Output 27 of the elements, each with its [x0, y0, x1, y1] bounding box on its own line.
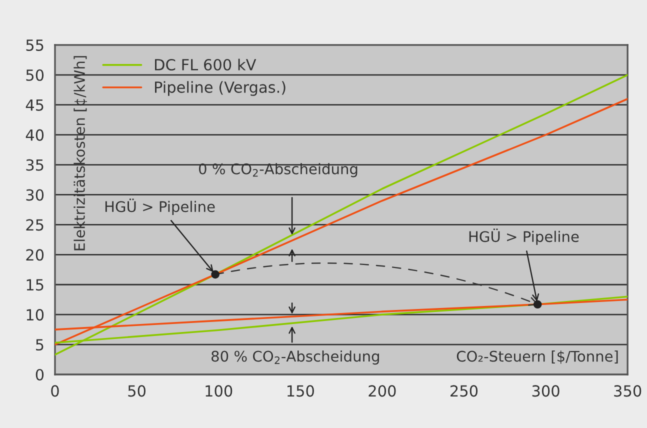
legend-label: Pipeline (Vergas.) — [155, 81, 286, 96]
annotation: HGÜ > Pipeline — [469, 228, 579, 245]
y-tick-label: 5 — [36, 339, 44, 351]
x-tick-label: 250 — [450, 385, 478, 397]
x-tick-label: 50 — [128, 385, 146, 397]
y-tick-label: 45 — [26, 100, 44, 111]
y-tick-label: 40 — [26, 129, 44, 141]
y-axis-title: Elektrizitätskosten [¢/kWh] — [74, 56, 88, 250]
x-tick-label: 0 — [51, 385, 59, 397]
y-tick-label: 10 — [26, 309, 44, 321]
y-tick-label: 50 — [26, 69, 44, 81]
y-tick-label: 55 — [26, 40, 44, 51]
x-tick-label: 200 — [368, 385, 396, 397]
y-tick-label: 25 — [26, 219, 44, 231]
legend-label: DC FL 600 kV — [155, 58, 256, 71]
annotation: 80 % CO$_{2}$-Abscheidung — [212, 350, 379, 365]
x-tick-label: 150 — [287, 385, 314, 397]
y-tick-label: 35 — [26, 159, 44, 171]
y-tick-label: 20 — [26, 249, 44, 261]
y-tick-label: 0 — [36, 368, 44, 381]
y-tick-label: 30 — [26, 189, 44, 201]
x-tick-label: 100 — [206, 385, 232, 397]
annotation: HGÜ > Pipeline — [105, 198, 215, 215]
x-tick-label: 300 — [532, 385, 560, 397]
x-tick-label: 350 — [614, 385, 642, 397]
y-tick-label: 15 — [26, 279, 44, 291]
x-axis-title: CO₂-Steuern [$/Tonne] — [456, 350, 618, 364]
